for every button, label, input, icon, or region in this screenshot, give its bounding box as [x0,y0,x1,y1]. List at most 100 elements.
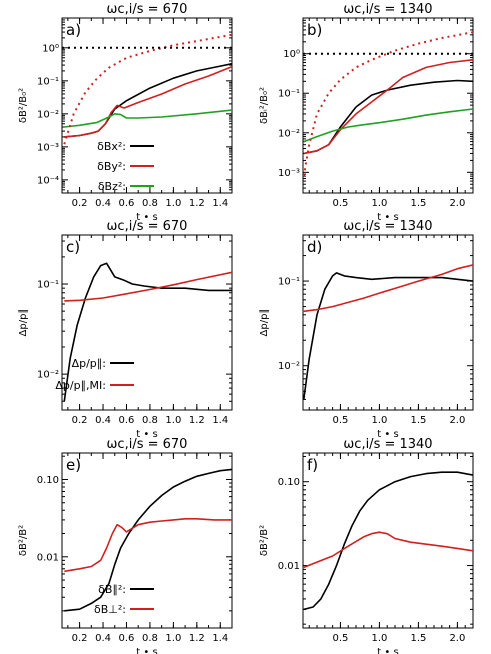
legend-label: Δp/p∥: [72,357,106,370]
panel-title: ωc,i/s = 670 [107,2,188,17]
x-tick-label: 0.5 [332,633,348,644]
series-line-0 [64,62,232,138]
panel-f: ωc,i/s = 1340 0.5 1.0 1.5 2.0 0.01 0.10 t • s δB… [259,437,474,654]
x-tick-label: 1.0 [165,415,181,426]
y-axis-label: Δp/p∥ [18,309,29,337]
x-axis-label: t • s [377,212,398,223]
panel-e: ωc,i/s = 670 0.2 0.4 0.6 0.8 1.0 1.2 1.4 0.01 0.1… [18,437,233,654]
series-line-1 [303,531,473,569]
series-line-0 [303,79,473,155]
x-tick-label: 0.8 [142,633,158,644]
series-group [64,468,232,612]
plot-frame [61,234,233,411]
x-tick-label: 2.0 [449,198,465,209]
series-line-0 [64,468,232,612]
plot-frame [302,452,474,629]
panel-letter: f) [307,456,318,474]
x-tick-label: 1.0 [371,633,387,644]
x-tick-label: 0.8 [142,198,158,209]
x-tick-label: 1.0 [371,198,387,209]
y-tick-label: 10⁻² [37,109,59,120]
series-line-0 [303,272,473,400]
x-tick-label: 1.0 [165,633,181,644]
y-tick-label: 0.10 [278,477,300,488]
y-tick-label: 10⁻³ [37,142,59,153]
panel-title: ωc,i/s = 1340 [343,219,432,234]
x-tick-label: 0.2 [72,415,88,426]
y-tick-label: 10⁻² [37,370,59,381]
series-line-2 [303,108,473,143]
x-tick-label: 1.0 [371,415,387,426]
legend-label: δB⊥²: [94,603,126,616]
x-tick-label: 1.5 [410,633,426,644]
x-axis-label: t • s [377,647,398,654]
y-axis-label: Δp/p∥ [259,309,270,337]
plot-frame [61,17,233,194]
y-tick-label: 10⁻¹ [278,89,300,100]
x-tick-label: 0.6 [119,633,135,644]
y-tick-label: 10⁻⁴ [37,175,59,186]
x-axis-label: t • s [136,212,157,223]
x-tick-label: 1.5 [410,198,426,209]
legend: δB∥²: δB⊥²: [94,583,154,616]
panel-title: ωc,i/s = 670 [107,437,188,452]
panel-letter: b) [307,21,322,39]
x-axis-label: t • s [377,429,398,440]
x-tick-label: 1.4 [212,415,228,426]
x-tick-label: 1.2 [189,415,205,426]
x-tick-label: 0.8 [142,415,158,426]
x-tick-label: 1.4 [212,633,228,644]
x-tick-label: 2.0 [449,415,465,426]
y-tick-label: 10⁻² [278,361,300,372]
panel-letter: c) [66,238,80,256]
y-tick-label: 10⁻³ [278,168,300,179]
panel-a: ωc,i/s = 670 0.2 0.4 0.6 0.8 1.0 1.2 1.4 10⁻⁴ 10⁻… [18,2,233,223]
legend: Δp/p∥: Δp/p∥,MI: [55,357,134,392]
x-tick-label: 0.4 [95,415,111,426]
y-tick-label: 10⁻¹ [278,277,300,288]
y-tick-label: 10⁻¹ [37,280,59,291]
x-tick-label: 0.6 [119,415,135,426]
x-tick-label: 1.0 [165,198,181,209]
y-tick-label: 0.01 [37,552,59,563]
x-tick-label: 1.4 [212,198,228,209]
series-group [303,264,473,400]
y-axis-label: δB²/B² [259,525,270,556]
series-line-1 [64,271,232,302]
series-group [63,262,232,402]
legend-label: δBy²: [97,160,126,173]
x-tick-label: 1.2 [189,198,205,209]
plot-frame [302,234,474,411]
x-tick-label: 0.5 [332,415,348,426]
series-line-1 [303,264,473,313]
series-line-0 [63,262,232,402]
x-tick-label: 0.4 [95,198,111,209]
series-line-0 [303,471,473,611]
series-line-1 [64,65,232,138]
x-tick-label: 0.6 [119,198,135,209]
plot-frame [302,17,474,194]
legend: δBx²: δBy²: δBz²: [97,140,154,193]
series-group [303,471,473,611]
x-tick-label: 0.2 [72,633,88,644]
x-tick-label: 1.2 [189,633,205,644]
series-line-1 [64,517,232,573]
series-group [62,33,232,145]
y-tick-label: 0.01 [278,561,300,572]
panel-letter: e) [66,456,81,474]
legend-label: δB∥²: [98,583,126,596]
y-tick-label: 10⁰ [283,49,300,60]
y-axis-label: δB²/B₀² [18,88,29,123]
panel-title: ωc,i/s = 670 [107,219,188,234]
series-line-1 [303,59,473,155]
x-axis-label: t • s [136,429,157,440]
y-tick-label: 0.10 [37,475,59,486]
legend-label: δBz²: [98,180,126,193]
y-tick-label: 10⁻² [278,128,300,139]
x-tick-label: 0.4 [95,633,111,644]
panel-title: ωc,i/s = 1340 [343,437,432,452]
series-line-2 [64,109,232,128]
legend-label: δBx²: [97,140,126,153]
x-tick-label: 1.5 [410,415,426,426]
panel-title: ωc,i/s = 1340 [343,2,432,17]
